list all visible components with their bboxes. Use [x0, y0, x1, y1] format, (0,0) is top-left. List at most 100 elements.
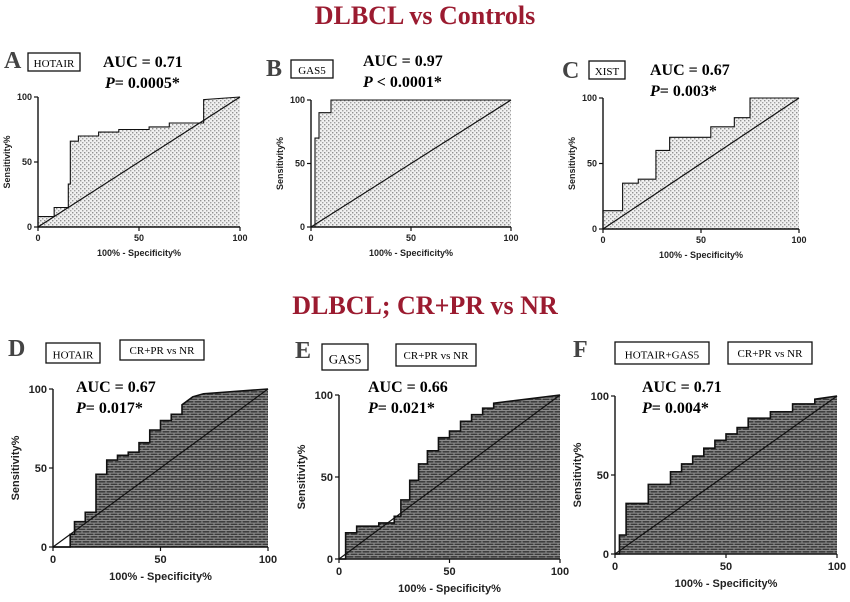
marker-label: HOTAIR — [34, 58, 75, 70]
roc-curve — [602, 97, 799, 229]
roc-curve — [615, 395, 838, 555]
x-axis-title: 100% - Specificity% — [398, 583, 501, 595]
roc-panel-c: 0 50 100 0 50 100 100% - Specificity% Sensitivi… — [562, 58, 807, 260]
roc-panel-b: 0 50 100 0 50 100 100% - Specificity% Sensitivi… — [266, 53, 519, 258]
x-tick-label: 50 — [134, 233, 144, 243]
roc-curve — [311, 99, 511, 228]
y-tick-label: 100 — [591, 391, 609, 403]
p-number: = 0.021* — [378, 400, 435, 417]
y-tick-label: 100 — [315, 390, 333, 402]
roc-panel-e: 0 50 100 0 50 100 100% - Specificity% Sensitivi… — [295, 338, 569, 595]
roc-curve — [38, 96, 241, 218]
reference-diagonal — [602, 97, 800, 230]
auc-value: AUC = 0.67 — [76, 379, 156, 396]
reference-diagonal — [52, 388, 269, 548]
roc-panels: 0 50 100 0 50 100 100% - Specificity% Sensitivi… — [2, 48, 846, 595]
p-symbol: P — [75, 400, 86, 417]
marker-box — [290, 59, 334, 79]
p-value: P= 0.0005* — [104, 75, 180, 92]
marker-box — [27, 52, 81, 72]
p-number: = 0.017* — [86, 400, 143, 417]
x-axis-title: 100% - Specificity% — [97, 248, 181, 258]
marker-label: GAS5 — [329, 351, 362, 366]
x-axis-title: 100% - Specificity% — [109, 571, 212, 583]
comparison-box — [119, 339, 205, 361]
y-tick-label: 0 — [300, 222, 305, 232]
roc-curve — [339, 394, 561, 560]
y-axis-title: Sensitivity% — [296, 444, 308, 509]
x-axis-title: 100% - Specificity% — [659, 250, 743, 260]
p-symbol: P — [641, 400, 652, 417]
x-tick-label: 50 — [154, 554, 166, 566]
x-tick-label: 0 — [308, 233, 313, 243]
x-axis-title: 100% - Specificity% — [675, 578, 778, 590]
y-tick-label: 100 — [17, 92, 32, 102]
y-tick-label: 50 — [22, 157, 32, 167]
x-tick-label: 0 — [336, 566, 342, 578]
p-value: P= 0.003* — [649, 83, 717, 100]
marker-label: GAS5 — [298, 65, 326, 77]
x-tick-label: 50 — [696, 235, 706, 245]
auc-value: AUC = 0.71 — [642, 379, 722, 396]
p-number: < 0.0001* — [373, 74, 442, 91]
comparison-label: CR+PR vs NR — [404, 350, 470, 362]
p-number: = 0.003* — [660, 83, 717, 100]
x-tick-label: 100 — [828, 561, 846, 573]
x-tick-label: 0 — [600, 235, 605, 245]
auc-value: AUC = 0.97 — [363, 53, 443, 70]
y-axis-title: Sensitivity% — [2, 135, 12, 188]
p-value: P= 0.004* — [641, 400, 709, 417]
y-tick-label: 100 — [29, 384, 47, 396]
p-value: P= 0.021* — [367, 400, 435, 417]
p-number: = 0.0005* — [115, 75, 180, 92]
y-axis-title: Sensitivity% — [10, 435, 22, 500]
panel-letter: A — [4, 48, 22, 74]
panel-letter: C — [562, 58, 579, 84]
marker-label: HOTAIR — [53, 349, 94, 361]
top-title: DLBCL vs Controls — [315, 1, 536, 30]
y-tick-label: 0 — [592, 224, 597, 234]
marker-box — [588, 60, 626, 80]
panel-letter: F — [573, 337, 588, 363]
roc-curve — [53, 388, 269, 548]
marker-label: HOTAIR+GAS5 — [625, 350, 700, 362]
p-symbol: P — [104, 75, 115, 92]
auc-value: AUC = 0.66 — [368, 379, 448, 396]
reference-diagonal — [614, 395, 838, 555]
y-tick-label: 50 — [321, 472, 333, 484]
reference-diagonal — [338, 394, 561, 560]
reference-diagonal — [37, 96, 241, 228]
x-tick-label: 100 — [232, 233, 247, 243]
panel-letter: E — [295, 338, 311, 364]
roc-panel-d: 0 50 100 0 50 100 100% - Specificity% Sensitivi… — [8, 336, 277, 583]
x-tick-label: 50 — [720, 561, 732, 573]
x-tick-label: 100 — [791, 235, 806, 245]
x-tick-label: 100 — [551, 566, 569, 578]
p-symbol: P — [367, 400, 378, 417]
y-tick-label: 50 — [295, 159, 305, 169]
auc-value: AUC = 0.71 — [103, 54, 183, 71]
y-tick-label: 50 — [587, 159, 597, 169]
y-tick-label: 0 — [27, 222, 32, 232]
comparison-box — [395, 343, 477, 367]
comparison-box — [727, 341, 813, 365]
y-tick-label: 100 — [290, 95, 305, 105]
p-symbol: P — [649, 83, 660, 100]
roc-panel-a: 0 50 100 0 50 100 100% - Specificity% Sensitivi… — [2, 48, 248, 258]
y-tick-label: 100 — [582, 93, 597, 103]
p-value: P= 0.017* — [75, 400, 143, 417]
x-tick-label: 100 — [503, 233, 518, 243]
roc-panel-f: 0 50 100 0 50 100 100% - Specificity% Sensitivi… — [572, 337, 846, 590]
comparison-label: CR+PR vs NR — [130, 345, 196, 357]
y-tick-label: 0 — [41, 542, 47, 554]
panel-letter: B — [266, 56, 282, 82]
y-axis-title: Sensitivity% — [567, 137, 577, 190]
p-number: = 0.004* — [652, 400, 709, 417]
x-tick-label: 0 — [612, 561, 618, 573]
bottom-title: DLBCL; CR+PR vs NR — [292, 291, 558, 320]
panel-letter: D — [8, 336, 25, 362]
marker-box — [614, 341, 710, 365]
y-tick-label: 50 — [597, 470, 609, 482]
reference-diagonal — [310, 99, 512, 228]
y-tick-label: 50 — [35, 463, 47, 475]
